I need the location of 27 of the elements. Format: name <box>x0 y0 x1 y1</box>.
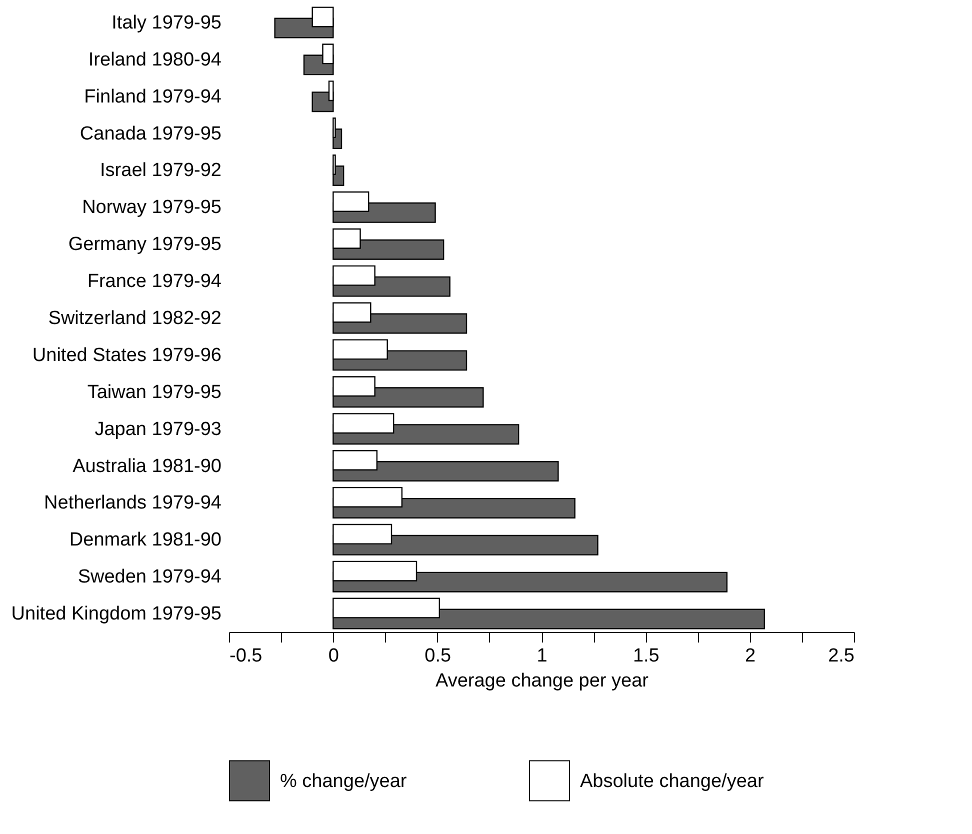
x-tick-label: 2.5 <box>828 646 854 666</box>
y-tick-label: Ireland 1980-94 <box>88 49 222 70</box>
y-tick-label: Switzerland 1982-92 <box>48 308 222 329</box>
legend-label: Absolute change/year <box>580 770 764 792</box>
y-tick-label: Italy 1979-95 <box>112 12 222 34</box>
y-tick-label: Australia 1981-90 <box>72 456 222 477</box>
x-tick-label: 0 <box>328 646 339 666</box>
y-tick-label: France 1979-94 <box>87 271 222 292</box>
x-tick-label: 0.5 <box>424 646 452 666</box>
y-tick-label: Norway 1979-95 <box>82 197 222 218</box>
x-tick-label: -0.5 <box>230 646 262 666</box>
y-tick-label: Canada 1979-95 <box>80 123 222 144</box>
y-tick-label: Finland 1979-94 <box>84 86 222 108</box>
x-axis-title: Average change per year <box>435 670 650 692</box>
y-tick-label: Japan 1979-93 <box>94 418 222 440</box>
y-tick-label: United Kingdom 1979-95 <box>11 604 222 625</box>
y-tick-label: Netherlands 1979-94 <box>44 492 222 514</box>
x-tick-label: 1 <box>536 646 548 666</box>
x-tick-label: 2 <box>745 646 756 666</box>
y-tick-label: Germany 1979-95 <box>68 234 222 256</box>
x-tick-label: 1.5 <box>632 646 660 666</box>
y-tick-label: Sweden 1979-94 <box>78 566 222 588</box>
y-tick-label: Taiwan 1979-95 <box>87 382 222 403</box>
y-tick-label: United States 1979-96 <box>32 344 222 366</box>
y-tick-label: Denmark 1981-90 <box>69 530 222 551</box>
y-tick-label: Israel 1979-92 <box>100 160 222 182</box>
legend-label: % change/year <box>280 770 408 792</box>
